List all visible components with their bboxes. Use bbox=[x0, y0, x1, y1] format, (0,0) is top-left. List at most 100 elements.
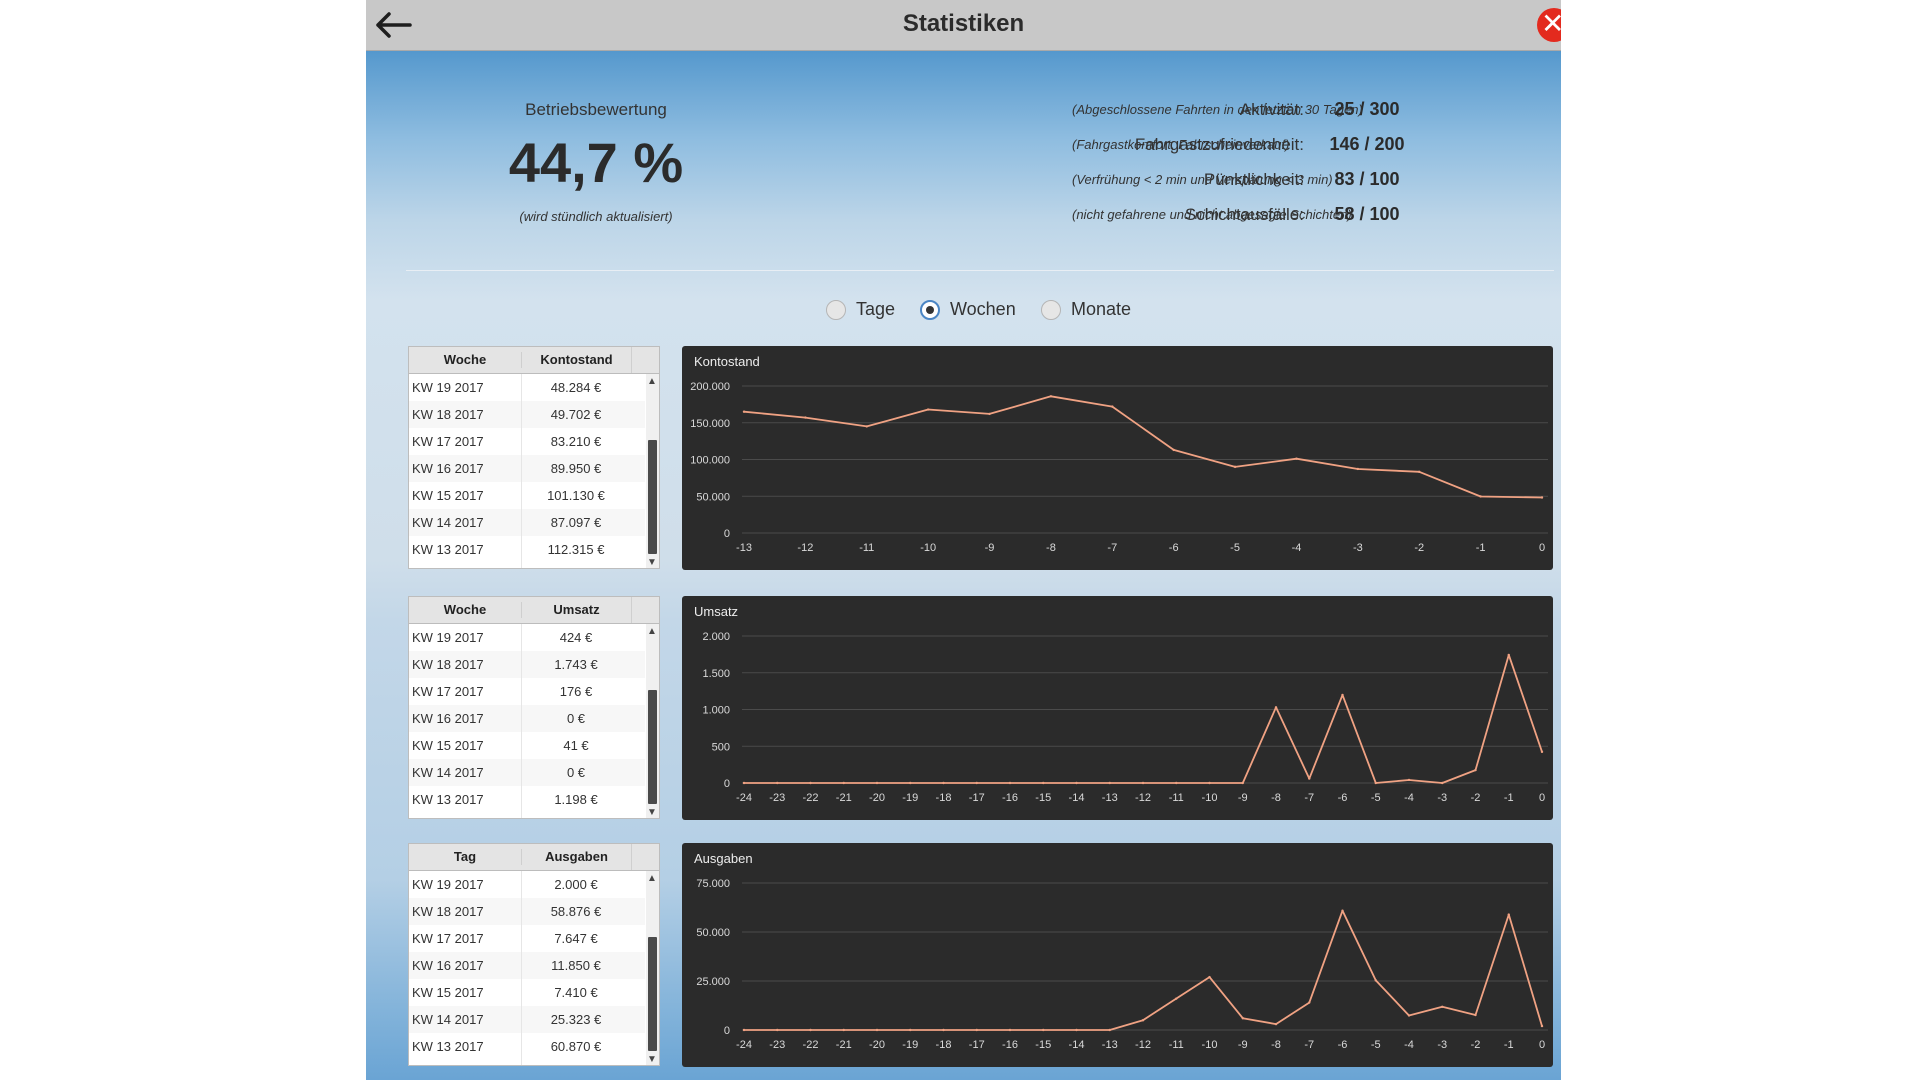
x-tick-label: -8 bbox=[1046, 542, 1056, 554]
radio-circle bbox=[920, 300, 940, 320]
data-point bbox=[909, 781, 912, 785]
series-line bbox=[744, 909, 1543, 1031]
chart-title: Kontostand bbox=[694, 354, 760, 369]
scroll-up-icon[interactable]: ▲ bbox=[647, 626, 657, 637]
table-scrollbar[interactable]: ▲ ▼ bbox=[646, 624, 659, 818]
metric-value: 83 / 100 bbox=[1334, 169, 1400, 189]
scrollbar-thumb[interactable] bbox=[648, 937, 657, 1051]
scroll-down-icon[interactable]: ▼ bbox=[647, 807, 657, 818]
x-tick-label: -10 bbox=[1202, 1039, 1218, 1051]
table-row[interactable]: KW 17 2017 176 € bbox=[409, 678, 645, 705]
table-row[interactable]: KW 13 2017 112.315 € bbox=[409, 536, 645, 563]
table-cell: 11.850 € bbox=[551, 958, 601, 973]
table-scrollbar[interactable]: ▲ ▼ bbox=[646, 871, 659, 1065]
scrollbar-thumb[interactable] bbox=[648, 440, 657, 554]
table-cell: 7.410 € bbox=[554, 985, 598, 1000]
table-cell: KW 19 2017 bbox=[412, 877, 484, 892]
table-cell: 41 € bbox=[563, 738, 589, 753]
y-tick-label: 50.000 bbox=[696, 491, 730, 503]
column-header[interactable]: Ausgaben bbox=[521, 849, 631, 865]
scrollbar-thumb[interactable] bbox=[648, 690, 657, 804]
radio-label: Tage bbox=[856, 299, 896, 319]
table-row[interactable]: KW 16 2017 0 € bbox=[409, 705, 645, 732]
x-tick-label: -12 bbox=[1135, 1039, 1151, 1051]
table-cell: 87.097 € bbox=[550, 515, 602, 530]
chart-kontostand: Kontostand 0 50.000 100.000 150.000 200.000 -1… bbox=[682, 346, 1553, 570]
table-row[interactable]: KW 16 2017 89.950 € bbox=[409, 455, 645, 482]
data-point bbox=[1175, 997, 1178, 1000]
table-row[interactable]: KW 18 2017 58.876 € bbox=[409, 898, 645, 925]
table-row[interactable]: KW 18 2017 1.743 € bbox=[409, 651, 645, 678]
table-row[interactable]: KW 17 2017 83.210 € bbox=[409, 428, 645, 455]
data-point bbox=[1374, 781, 1377, 785]
table-row[interactable]: KW 18 2017 49.702 € bbox=[409, 401, 645, 428]
table-cell: 424 € bbox=[559, 630, 593, 645]
score-label: Betriebsbewertung bbox=[525, 100, 667, 119]
table-cell: 25.323 € bbox=[550, 1012, 602, 1027]
x-tick-label: -13 bbox=[1102, 1039, 1118, 1051]
scroll-down-icon[interactable]: ▼ bbox=[647, 1054, 657, 1065]
radio-circle bbox=[826, 300, 846, 320]
data-point bbox=[776, 781, 779, 785]
x-tick-label: -8 bbox=[1271, 1039, 1281, 1051]
x-tick-label: -13 bbox=[736, 542, 752, 554]
data-point bbox=[1374, 979, 1377, 982]
data-point bbox=[1075, 1028, 1078, 1032]
table-row[interactable]: KW 13 2017 60.870 € bbox=[409, 1033, 645, 1060]
score-value: 44,7 % bbox=[508, 131, 684, 194]
table-row[interactable]: KW 14 2017 25.323 € bbox=[409, 1006, 645, 1033]
data-point bbox=[842, 1028, 845, 1032]
table-row[interactable]: KW 14 2017 0 € bbox=[409, 759, 645, 786]
data-point bbox=[1075, 781, 1078, 785]
metric-value: 58 / 100 bbox=[1334, 204, 1400, 224]
scroll-up-icon[interactable]: ▲ bbox=[647, 376, 657, 387]
table-cell: KW 13 2017 bbox=[412, 1039, 484, 1054]
table-row[interactable]: KW 15 2017 7.410 € bbox=[409, 979, 645, 1006]
table-row[interactable]: KW 19 2017 2.000 € bbox=[409, 871, 645, 898]
x-tick-label: -6 bbox=[1169, 542, 1179, 554]
column-header[interactable]: Woche bbox=[443, 602, 487, 617]
column-header[interactable]: Tag bbox=[453, 849, 477, 864]
table-row[interactable]: KW 15 2017 101.130 € bbox=[409, 482, 645, 509]
data-point bbox=[1441, 1005, 1444, 1008]
data-point bbox=[926, 408, 930, 411]
data-point bbox=[1208, 781, 1211, 785]
x-tick-label: -18 bbox=[936, 1039, 952, 1051]
y-tick-label: 50.000 bbox=[696, 927, 730, 939]
x-tick-label: 0 bbox=[1539, 542, 1545, 554]
column-header[interactable]: Kontostand bbox=[521, 352, 631, 368]
table-row[interactable]: KW 15 2017 41 € bbox=[409, 732, 645, 759]
radio-label: Monate bbox=[1071, 299, 1132, 319]
scroll-down-icon[interactable]: ▼ bbox=[647, 557, 657, 568]
data-point bbox=[1049, 395, 1053, 398]
column-header[interactable]: Woche bbox=[443, 352, 487, 367]
table-row[interactable]: KW 19 2017 48.284 € bbox=[409, 374, 645, 401]
table-row[interactable]: KW 19 2017 424 € bbox=[409, 624, 645, 651]
data-point bbox=[1407, 778, 1411, 782]
table-row[interactable]: KW 14 2017 87.097 € bbox=[409, 509, 645, 536]
data-point bbox=[1233, 465, 1237, 469]
data-point bbox=[1241, 781, 1244, 785]
chart-kontostand-svg: Kontostand 0 50.000 100.000 150.000 200.000 -1… bbox=[690, 354, 1548, 554]
y-tick-label: 75.000 bbox=[696, 878, 730, 890]
close-icon: ✕ bbox=[1541, 8, 1561, 39]
table-row[interactable]: KW 16 2017 11.850 € bbox=[409, 952, 645, 979]
table-row[interactable]: KW 13 2017 1.198 € bbox=[409, 786, 645, 813]
table-header: Woche Kontostand bbox=[409, 347, 659, 374]
column-header[interactable]: Umsatz bbox=[521, 602, 631, 618]
y-tick-label: 1.000 bbox=[702, 705, 730, 717]
y-tick-label: 500 bbox=[712, 741, 730, 753]
table-cell: KW 18 2017 bbox=[412, 407, 484, 422]
data-point bbox=[875, 781, 879, 785]
data-point bbox=[909, 1028, 912, 1032]
close-button[interactable]: ✕ bbox=[1537, 8, 1561, 42]
back-button[interactable] bbox=[372, 8, 414, 42]
data-point bbox=[1108, 1028, 1111, 1032]
table-scrollbar[interactable]: ▲ ▼ bbox=[646, 374, 659, 568]
table-row[interactable]: KW 17 2017 7.647 € bbox=[409, 925, 645, 952]
x-tick-label: -20 bbox=[869, 1039, 885, 1051]
data-point bbox=[1356, 467, 1360, 471]
metric-label: Fahrgastzufriedenheit: bbox=[1134, 135, 1304, 154]
x-tick-label: -20 bbox=[869, 792, 885, 804]
scroll-up-icon[interactable]: ▲ bbox=[647, 873, 657, 884]
